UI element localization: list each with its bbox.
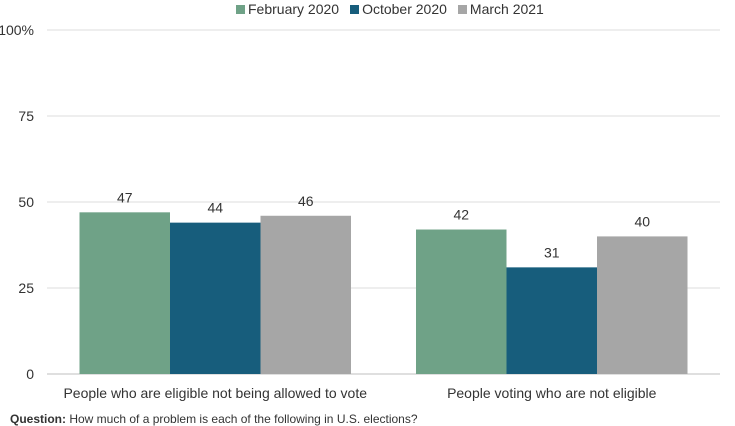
y-tick-label: 50 [18,194,34,210]
legend-item-october-2020: October 2020 [350,1,447,17]
data-label: 42 [453,207,469,223]
legend-label: October 2020 [362,1,447,17]
y-tick-label: 100% [0,22,34,38]
question-label: Question: [10,412,66,426]
legend-swatch [350,4,360,14]
legend-item-march-2021: March 2021 [457,1,544,17]
legend-swatch [457,4,467,14]
x-category-label: People voting who are not eligible [447,385,657,401]
legend-label: February 2020 [248,1,340,17]
bar [506,267,597,374]
data-label: 31 [544,244,560,260]
legend-item-february-2020: February 2020 [236,1,339,17]
bar [170,222,261,374]
question-note: Question: How much of a problem is each … [10,412,418,426]
chart-legend: February 2020 October 2020 March 2021 [236,0,555,18]
data-label: 47 [117,189,133,205]
bar [260,215,351,374]
data-label: 40 [634,213,650,229]
bar [79,212,170,374]
bar [597,236,688,374]
legend-label: March 2021 [469,1,544,17]
x-category-label: People who are eligible not being allowe… [63,385,367,401]
bar [416,229,507,374]
data-label: 46 [298,193,314,209]
data-label: 44 [207,200,223,216]
y-tick-label: 75 [18,108,34,124]
y-tick-label: 25 [18,280,34,296]
y-tick-label: 0 [26,366,34,382]
question-text: How much of a problem is each of the fol… [69,412,418,426]
legend-swatch [236,4,245,14]
